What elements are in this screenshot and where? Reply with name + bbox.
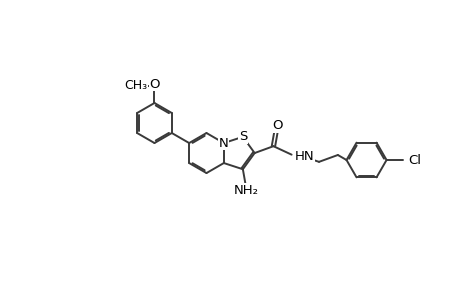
Text: S: S	[238, 130, 246, 143]
Text: HN: HN	[294, 150, 313, 163]
Text: O: O	[149, 78, 159, 91]
Text: Cl: Cl	[408, 154, 421, 166]
Text: NH₂: NH₂	[234, 184, 258, 197]
Text: CH₃: CH₃	[123, 79, 146, 92]
Text: O: O	[272, 119, 283, 132]
Text: N: N	[218, 136, 228, 149]
